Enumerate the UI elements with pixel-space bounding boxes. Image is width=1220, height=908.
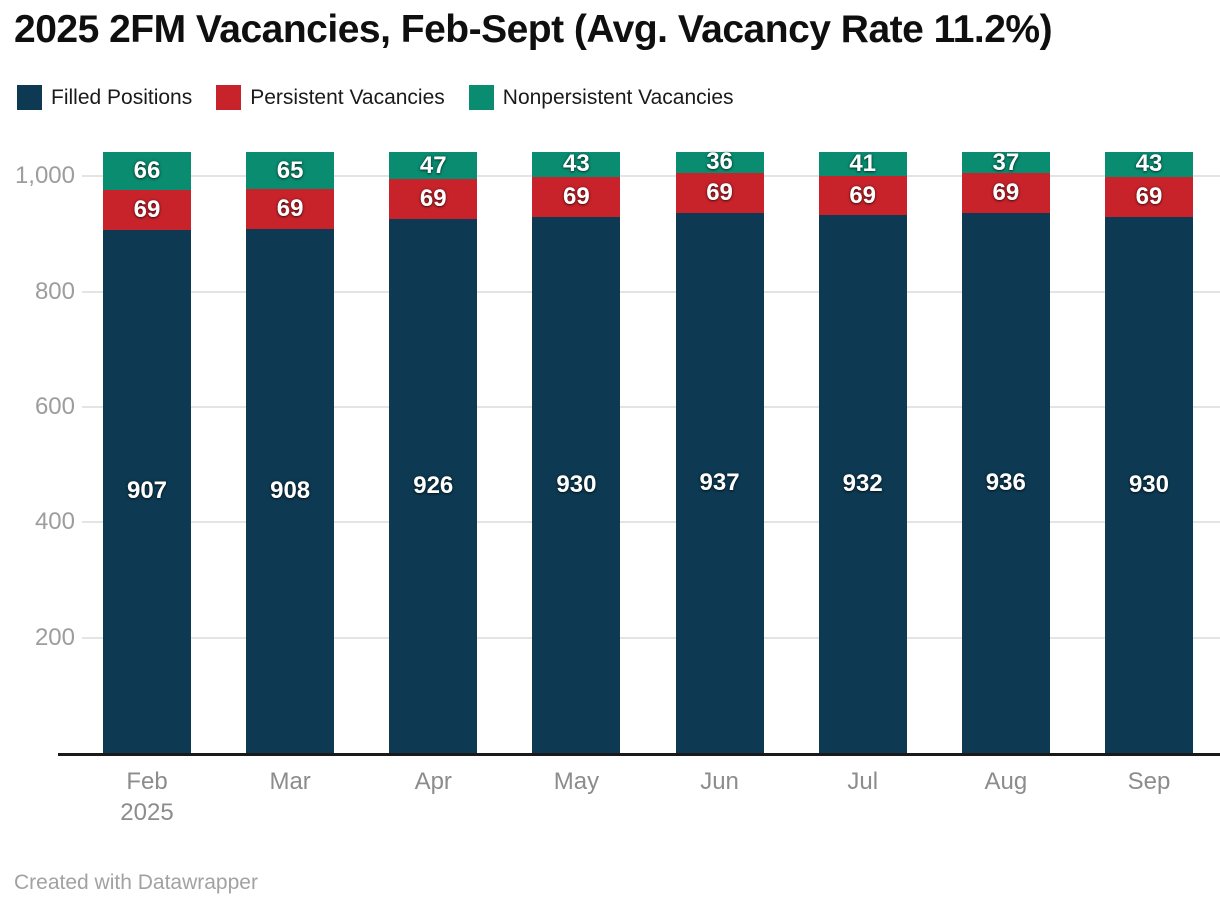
legend-item: Nonpersistent Vacancies bbox=[468, 85, 734, 110]
bar-segment[interactable]: 41 bbox=[818, 149, 907, 177]
bar-segment[interactable]: 69 bbox=[818, 175, 907, 216]
legend-swatch-icon bbox=[216, 85, 242, 110]
bar-segment[interactable]: 69 bbox=[389, 179, 478, 219]
bar-segment[interactable]: 936 bbox=[961, 213, 1050, 753]
legend-swatch-icon bbox=[17, 85, 42, 110]
bar-segment[interactable]: 69 bbox=[961, 173, 1050, 214]
bar-segment[interactable]: 47 bbox=[389, 151, 478, 180]
y-axis-tick-label: 800 bbox=[34, 277, 75, 305]
bar-segment[interactable]: 907 bbox=[103, 229, 191, 753]
bar-segment[interactable]: 69 bbox=[532, 176, 621, 217]
x-axis-tick-label: Jul bbox=[847, 768, 879, 795]
bar-value-label: 69 bbox=[133, 195, 161, 223]
bar-value-label: 930 bbox=[1128, 470, 1169, 498]
y-axis-tick-label: 200 bbox=[34, 623, 75, 651]
bar-value-label: 43 bbox=[563, 150, 590, 178]
bar-value-label: 66 bbox=[133, 157, 161, 185]
bar-value-label: 930 bbox=[556, 470, 597, 498]
bar-value-label: 937 bbox=[699, 468, 740, 496]
bar-segment[interactable]: 937 bbox=[675, 212, 764, 753]
bar-value-label: 69 bbox=[563, 182, 590, 210]
bar-segment[interactable]: 66 bbox=[103, 152, 191, 191]
bar-value-label: 65 bbox=[276, 156, 304, 184]
bar-value-label: 69 bbox=[1135, 182, 1163, 210]
bar-segment[interactable]: 932 bbox=[818, 215, 907, 753]
bar-segment[interactable]: 69 bbox=[246, 189, 335, 230]
y-gridline bbox=[82, 290, 1220, 293]
bar-value-label: 907 bbox=[126, 477, 168, 505]
bar-segment[interactable]: 908 bbox=[246, 229, 335, 753]
bar-value-label: 69 bbox=[849, 181, 877, 209]
legend-label: Persistent Vacancies bbox=[250, 85, 445, 109]
bar-value-label: 69 bbox=[276, 195, 304, 223]
bar-segment[interactable]: 930 bbox=[532, 216, 621, 753]
legend-label: Nonpersistent Vacancies bbox=[502, 85, 734, 109]
bar-segment[interactable]: 69 bbox=[675, 172, 764, 213]
bar-segment[interactable]: 37 bbox=[961, 149, 1050, 176]
bar-value-label: 932 bbox=[842, 470, 883, 498]
legend-swatch-icon bbox=[468, 85, 494, 110]
bar-value-label: 41 bbox=[849, 149, 877, 177]
bar-value-label: 69 bbox=[992, 179, 1020, 207]
chart-title: 2025 2FM Vacancies, Feb-Sept (Avg. Vacan… bbox=[14, 8, 1053, 51]
x-axis-line bbox=[58, 753, 1220, 756]
y-gridline bbox=[82, 521, 1220, 524]
y-gridline bbox=[82, 175, 1220, 178]
bar-segment[interactable]: 69 bbox=[103, 190, 191, 230]
x-axis-tick-label: Jun bbox=[700, 768, 739, 795]
y-gridline bbox=[82, 405, 1220, 408]
x-axis-tick-label: Aug bbox=[984, 768, 1028, 795]
bar-value-label: 926 bbox=[413, 471, 454, 499]
bar-segment[interactable]: 69 bbox=[1104, 176, 1193, 217]
bar-value-label: 936 bbox=[985, 469, 1026, 497]
legend: Filled Positions Persistent Vacancies Nonp… bbox=[17, 85, 734, 110]
x-axis-tick-label: Sep bbox=[1127, 768, 1171, 795]
bar-value-label: 69 bbox=[706, 178, 733, 206]
x-axis-tick-label: Apr bbox=[414, 768, 452, 795]
x-axis-tick-label: May bbox=[553, 768, 600, 795]
y-axis-tick-label: 400 bbox=[34, 508, 75, 536]
y-axis-tick-label: 1,000 bbox=[14, 162, 75, 190]
bar-value-label: 908 bbox=[270, 477, 311, 505]
bar-value-label: 69 bbox=[419, 184, 447, 212]
bar-value-label: 37 bbox=[992, 148, 1020, 176]
bar-value-label: 47 bbox=[419, 151, 447, 179]
x-axis-tick-label: Mar bbox=[269, 768, 311, 795]
bar-segment[interactable]: 43 bbox=[1104, 150, 1193, 178]
y-gridline bbox=[82, 636, 1220, 639]
legend-item: Persistent Vacancies bbox=[216, 85, 445, 110]
bar-segment[interactable]: 43 bbox=[532, 150, 621, 178]
bar-segment[interactable]: 930 bbox=[1104, 216, 1193, 753]
y-axis-tick-label: 600 bbox=[34, 392, 75, 420]
bar-segment[interactable]: 65 bbox=[246, 152, 335, 190]
attribution-text: Created with Datawrapper bbox=[14, 871, 258, 894]
legend-item: Filled Positions bbox=[17, 85, 192, 110]
bar-value-label: 43 bbox=[1135, 150, 1163, 178]
x-axis-tick-label: Feb 2025 bbox=[120, 768, 174, 826]
bar-segment[interactable]: 36 bbox=[675, 148, 764, 175]
legend-label: Filled Positions bbox=[51, 85, 193, 109]
bar-segment[interactable]: 926 bbox=[389, 218, 478, 753]
bar-value-label: 36 bbox=[706, 148, 733, 176]
